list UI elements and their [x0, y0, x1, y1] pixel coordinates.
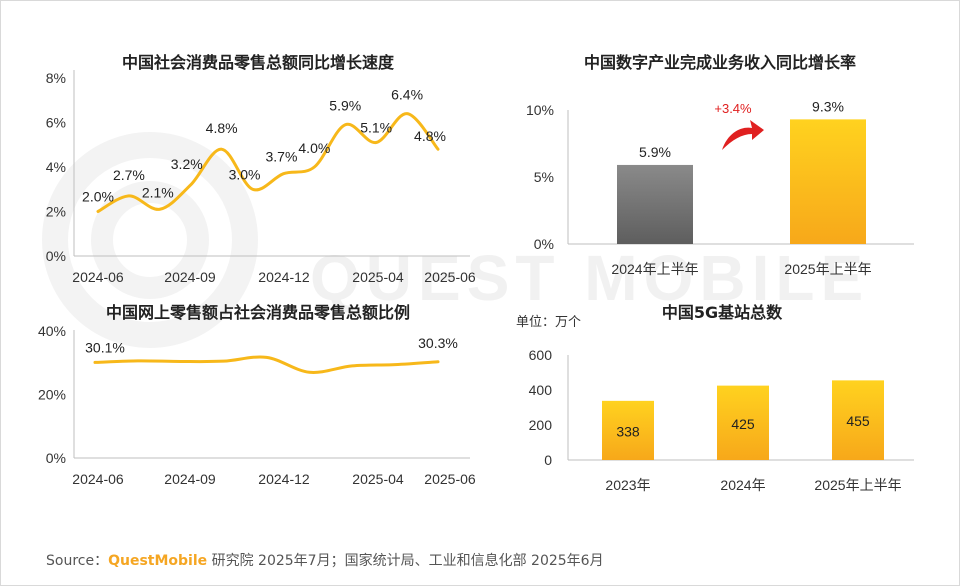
y-tick-label: 8% [46, 70, 66, 86]
data-label: 4.0% [298, 140, 330, 156]
y-tick-label: 0% [46, 450, 66, 466]
growth-arrow-icon [722, 120, 764, 150]
y-tick-label: 600 [529, 347, 553, 363]
chart-title: 中国网上零售额占社会消费品零售总额比例 [106, 303, 410, 322]
footer-brand: QuestMobile [108, 553, 208, 569]
x-tick-label: 2025年上半年 [784, 261, 871, 277]
y-tick-label: 0 [544, 452, 552, 468]
y-tick-label: 10% [526, 102, 554, 118]
data-label: 5.1% [360, 120, 392, 136]
chart-title: 中国5G基站总数 [662, 303, 783, 322]
data-label: 2.1% [142, 184, 174, 200]
y-tick-label: 40% [38, 323, 66, 339]
source-footer: Source：QuestMobile 研究院 2025年7月；国家统计局、工业和… [46, 550, 604, 570]
bar [790, 119, 866, 244]
data-label: 3.7% [265, 149, 297, 165]
x-tick-label: 2025-04 [352, 471, 404, 487]
data-label: 9.3% [812, 98, 844, 114]
bar [717, 385, 769, 460]
x-tick-label: 2024-06 [72, 269, 124, 285]
5g-base-station-chart: 中国5G基站总数 单位：万个 0 200 400 600 338 2023年 425 2024… [516, 303, 914, 493]
data-label: 30.3% [418, 335, 458, 351]
x-tick-label: 2024年上半年 [611, 261, 698, 277]
x-tick-label: 2024年 [720, 477, 765, 493]
x-tick-label: 2025-06 [424, 269, 476, 285]
y-tick-label: 5% [534, 169, 554, 185]
y-tick-label: 400 [529, 382, 553, 398]
x-tick-label: 2025-04 [352, 269, 404, 285]
data-label: 3.0% [229, 166, 261, 182]
data-label: 3.2% [171, 156, 203, 172]
chart-title: 中国社会消费品零售总额同比增长速度 [122, 53, 395, 72]
data-label: 5.9% [639, 144, 671, 160]
data-label: 338 [616, 423, 640, 439]
x-tick-label: 2024-12 [258, 269, 310, 285]
y-tick-label: 4% [46, 159, 66, 175]
x-tick-label: 2024-06 [72, 471, 124, 487]
y-tick-label: 20% [38, 387, 66, 403]
x-tick-label: 2025年上半年 [814, 477, 901, 493]
data-label: 5.9% [329, 98, 361, 114]
data-label: 2.0% [82, 189, 114, 205]
watermark: QUEST MOBILE [42, 132, 869, 348]
watermark-text: QUEST MOBILE [310, 242, 869, 314]
x-tick-label: 2024-09 [164, 269, 216, 285]
footer-rest: 研究院 2025年7月；国家统计局、工业和信息化部 2025年6月 [207, 553, 604, 569]
data-label: 425 [731, 416, 755, 432]
retail-growth-chart: 中国社会消费品零售总额同比增长速度 0% 2% 4% 6% 8% 2024-06 2024-… [46, 53, 476, 285]
data-label: 2.7% [113, 167, 145, 183]
y-tick-label: 2% [46, 204, 66, 220]
bar [602, 400, 654, 460]
bar [617, 164, 693, 244]
data-label: 30.1% [85, 339, 125, 355]
data-label: 4.8% [414, 128, 446, 144]
x-tick-label: 2024-09 [164, 471, 216, 487]
chart-title: 中国数字产业完成业务收入同比增长率 [584, 53, 856, 72]
data-label: 455 [846, 413, 870, 429]
y-tick-label: 0% [534, 236, 554, 252]
online-retail-share-chart: 中国网上零售额占社会消费品零售总额比例 0% 20% 40% 2024-06 2024-… [38, 303, 476, 487]
data-label: 4.8% [206, 120, 238, 136]
growth-annotation: +3.4% [714, 101, 752, 116]
y-tick-label: 6% [46, 115, 66, 131]
y-tick-label: 200 [529, 417, 553, 433]
series-line [93, 355, 440, 374]
y-tick-label: 0% [46, 248, 66, 264]
x-tick-label: 2025-06 [424, 471, 476, 487]
x-tick-label: 2024-12 [258, 471, 310, 487]
series-line [96, 112, 440, 213]
unit-note: 单位：万个 [516, 315, 581, 330]
data-label: 6.4% [391, 87, 423, 103]
footer-prefix: Source： [46, 553, 109, 569]
digital-industry-growth-chart: 中国数字产业完成业务收入同比增长率 +3.4% 0% 5% 10% 5.9% 2024年… [526, 53, 914, 277]
x-tick-label: 2023年 [605, 477, 650, 493]
bar [832, 380, 884, 460]
